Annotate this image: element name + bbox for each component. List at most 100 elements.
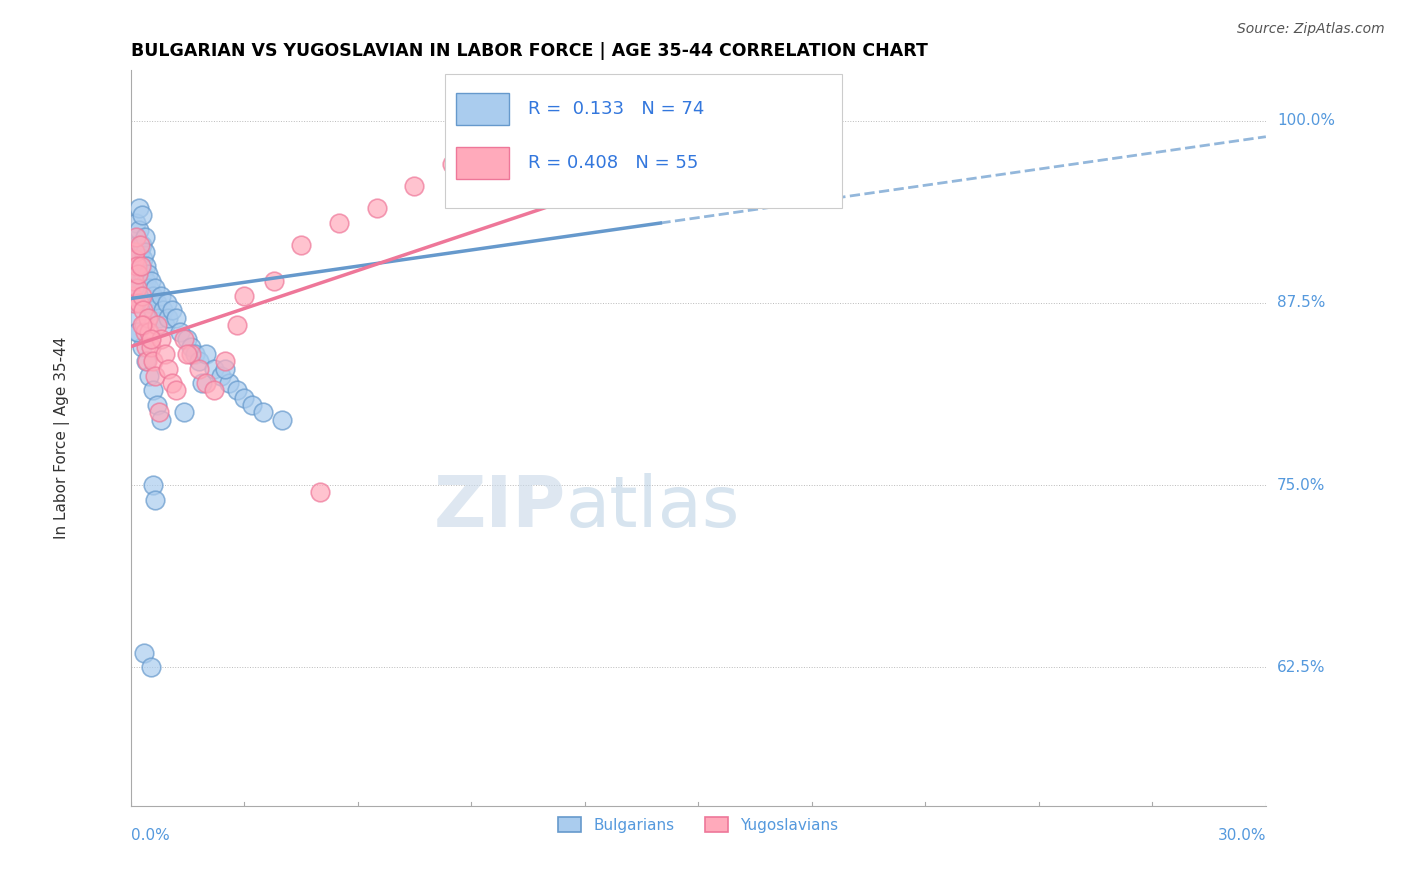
Point: [132, 318, 155, 332]
Point: [124, 260, 146, 274]
Point: [125, 230, 148, 244]
Point: [290, 237, 312, 252]
Point: [153, 347, 176, 361]
Point: [141, 340, 163, 354]
Point: [146, 318, 169, 332]
Text: ZIP: ZIP: [433, 473, 565, 541]
Point: [271, 412, 294, 426]
Point: [142, 354, 165, 368]
Point: [127, 325, 149, 339]
Point: [132, 646, 155, 660]
Point: [135, 354, 157, 368]
Point: [149, 332, 172, 346]
Point: [195, 347, 218, 361]
Point: [135, 340, 157, 354]
Point: [135, 288, 157, 302]
Point: [121, 288, 143, 302]
Point: [131, 340, 153, 354]
Bar: [456, 93, 509, 125]
Point: [149, 412, 172, 426]
Text: R =  0.133   N = 74: R = 0.133 N = 74: [527, 100, 704, 118]
Point: [127, 267, 149, 281]
Point: [366, 201, 388, 215]
Point: [180, 340, 202, 354]
Point: [152, 303, 174, 318]
Point: [128, 201, 150, 215]
Text: 30.0%: 30.0%: [1218, 828, 1265, 843]
Point: [134, 230, 156, 244]
Point: [124, 281, 146, 295]
Point: [165, 310, 187, 325]
Point: [125, 230, 148, 244]
Point: [136, 296, 159, 310]
Point: [143, 281, 166, 295]
Point: [176, 347, 198, 361]
Text: 100.0%: 100.0%: [1277, 113, 1336, 128]
Point: [124, 296, 146, 310]
Point: [157, 310, 180, 325]
Point: [132, 303, 155, 318]
Point: [706, 106, 728, 120]
Point: [128, 223, 150, 237]
Point: [404, 179, 426, 194]
Point: [125, 310, 148, 325]
Point: [218, 376, 240, 390]
Point: [157, 361, 180, 376]
Point: [233, 391, 256, 405]
Point: [134, 325, 156, 339]
Text: 62.5%: 62.5%: [1277, 660, 1326, 675]
Point: [148, 310, 170, 325]
Point: [141, 274, 163, 288]
Text: 87.5%: 87.5%: [1277, 295, 1326, 310]
Point: [124, 244, 146, 259]
Point: [176, 332, 198, 346]
Point: [143, 492, 166, 507]
Point: [131, 237, 153, 252]
Point: [214, 361, 236, 376]
Point: [328, 216, 350, 230]
Point: [173, 405, 195, 419]
Point: [122, 296, 145, 310]
Text: atlas: atlas: [565, 473, 740, 541]
Point: [124, 252, 146, 267]
Point: [202, 384, 225, 398]
Point: [125, 260, 148, 274]
Point: [127, 267, 149, 281]
Point: [127, 281, 149, 295]
Point: [124, 274, 146, 288]
Point: [187, 361, 209, 376]
Text: In Labor Force | Age 35-44: In Labor Force | Age 35-44: [55, 336, 70, 539]
Point: [180, 347, 202, 361]
Point: [128, 296, 150, 310]
Point: [141, 288, 163, 302]
Text: 0.0%: 0.0%: [131, 828, 169, 843]
Point: [214, 354, 236, 368]
Point: [142, 478, 165, 492]
Point: [155, 296, 177, 310]
Point: [650, 113, 672, 128]
Point: [744, 99, 766, 113]
Point: [233, 288, 256, 302]
Text: R = 0.408   N = 55: R = 0.408 N = 55: [527, 154, 699, 172]
Point: [225, 318, 247, 332]
Point: [124, 281, 146, 295]
Point: [173, 332, 195, 346]
Text: Source: ZipAtlas.com: Source: ZipAtlas.com: [1237, 22, 1385, 37]
Point: [148, 405, 170, 419]
Point: [135, 274, 157, 288]
Point: [153, 318, 176, 332]
Point: [131, 209, 153, 223]
Point: [132, 281, 155, 295]
Legend: Bulgarians, Yugoslavians: Bulgarians, Yugoslavians: [553, 811, 845, 838]
Point: [160, 303, 183, 318]
Point: [143, 368, 166, 383]
Bar: [456, 147, 509, 179]
Point: [820, 106, 842, 120]
Point: [129, 260, 152, 274]
Point: [138, 267, 160, 281]
Point: [146, 398, 169, 412]
Point: [252, 405, 274, 419]
Point: [129, 274, 152, 288]
Point: [165, 384, 187, 398]
Point: [225, 384, 247, 398]
